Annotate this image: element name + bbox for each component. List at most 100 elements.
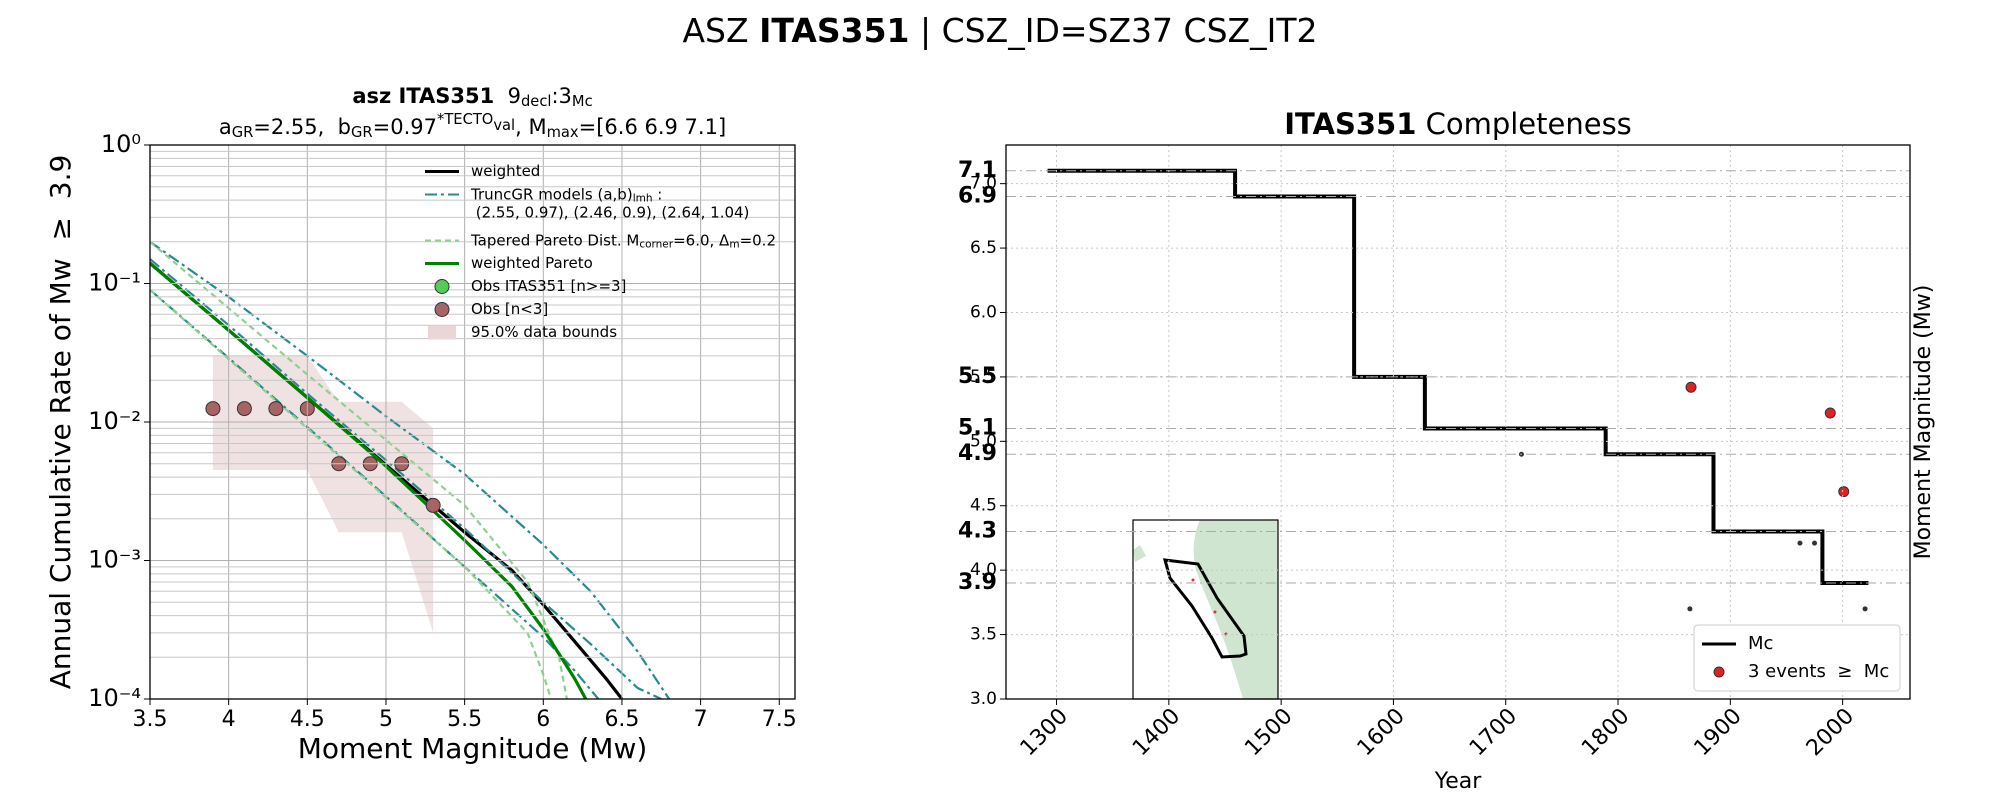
y-tick-label: 5.0 [970, 431, 997, 451]
legend: weighted TruncGR models (a,b)lmh : (2.55,… [425, 162, 776, 341]
legend-swatch [428, 325, 456, 340]
axes-frame [149, 144, 796, 700]
text-part: decl [521, 93, 552, 110]
mc-tick-label: 4.3 [958, 519, 997, 544]
x-tick-label: 7 [694, 707, 708, 732]
x-tick-label: 6 [536, 707, 550, 732]
text-part: m [729, 238, 739, 250]
legend-marker [434, 302, 450, 317]
y-tick-label: 4.5 [970, 496, 997, 516]
legend-label: weighted Pareto [471, 254, 593, 272]
text-part: , M [515, 115, 546, 139]
x-tick-label: 2000 [1802, 704, 1859, 761]
mc-tick-label: 4.9 [958, 441, 997, 466]
legend-label: TruncGR models (a,b)lmh : (2.55, 0.97), … [470, 185, 749, 221]
y-tick-label: 6.5 [970, 238, 997, 258]
data-point [236, 401, 252, 417]
legend-frame [1693, 624, 1901, 692]
y-tick-label: 10⁻³ [88, 546, 141, 574]
y-tick-label: 5.5 [970, 367, 997, 387]
text-part: ASZ [682, 11, 759, 50]
legend-label: Mc [1748, 633, 1773, 654]
text-part: : [653, 185, 663, 203]
x-tick-label: 4 [222, 707, 236, 732]
text-part: GR [351, 124, 373, 141]
x-tick-label: 1300 [1016, 704, 1073, 761]
event-dot [1862, 606, 1868, 612]
x-axis-label: Year [1434, 769, 1483, 794]
text-part: a [219, 115, 232, 139]
legend-label: Obs [n<3] [471, 300, 548, 318]
y-tick-label: 10⁻¹ [88, 269, 141, 297]
inset-zone-outline [1162, 558, 1248, 659]
x-tick-label: 3.5 [133, 707, 168, 732]
text-part: GR [232, 124, 254, 141]
chart-title: ITAS351 Completeness [1284, 107, 1632, 141]
x-tick-label: 4.5 [290, 707, 325, 732]
legend-label: 95.0% data bounds [471, 323, 617, 341]
text-part: ITAS351 [1284, 107, 1416, 141]
y-axis-label: Moment Magnitude (Mw) [1911, 285, 1936, 560]
text-part: ITAS351 [759, 11, 909, 50]
data-point [1838, 486, 1850, 498]
chart-step: 1300 1400 1500 1600 1700 1800 1900 2000 3.0 3.5 4.… [958, 107, 1936, 794]
data-point [268, 401, 284, 417]
y-tick-label: 6.0 [970, 302, 997, 322]
text-part: Completeness [1416, 107, 1631, 141]
y-tick-label: 10⁰ [101, 130, 141, 158]
y-tick-label: 10⁻⁴ [88, 684, 141, 712]
data-point [205, 401, 221, 417]
data-point [1824, 407, 1836, 419]
x-tick-label: 1600 [1353, 704, 1410, 761]
legend: Mc 3 events ≥ Mc [1693, 624, 1901, 692]
text-part: lmh [633, 192, 653, 204]
y-tick-label: 3.5 [970, 625, 997, 645]
text-part: (2.55, 0.97), (2.46, 0.9), (2.64, 1.04) [471, 203, 749, 221]
x-axis-label: Moment Magnitude (Mw) [298, 732, 648, 765]
inset-event [1213, 610, 1217, 614]
legend-marker [434, 279, 450, 294]
x-tick-label: 1700 [1465, 704, 1522, 761]
inset-event [1191, 578, 1195, 582]
text-part: asz ITAS351 [352, 84, 494, 108]
text-part: TruncGR models (a,b) [470, 185, 633, 203]
figure-title: ASZ ITAS351 | CSZ_ID=SZ37 CSZ_IT2 [682, 11, 1317, 50]
event-dot [1797, 540, 1803, 546]
text-part: Mc [572, 93, 593, 110]
legend-marker [1713, 666, 1725, 678]
legend-label: 3 events ≥ Mc [1748, 661, 1889, 682]
text-part: :3 [551, 84, 571, 108]
x-tick-label: 5 [379, 707, 393, 732]
text-part: Tapered Pareto Dist. M [470, 231, 639, 249]
inset-land [1193, 520, 1278, 699]
legend-label: weighted [471, 162, 540, 180]
x-tick-label: 1900 [1690, 704, 1747, 761]
x-tick-label: 6.5 [604, 707, 639, 732]
x-tick-label: 1800 [1577, 704, 1634, 761]
text-part: =0.2 [740, 231, 776, 249]
event-dot [1812, 540, 1818, 546]
chart-line: 3.5 4 4.5 5 5.5 6 6.5 7 7.5 10⁻⁴ 10⁻³ 10⁻² 10⁻¹ 10⁰ as… [44, 84, 797, 765]
chart-title: asz ITAS351 9decl:3Mc [352, 84, 592, 110]
legend-label: Tapered Pareto Dist. Mcorner=6.0, Δm=0.2 [470, 231, 776, 250]
y-tick-label: 3.0 [970, 689, 997, 709]
axes-frame [1005, 144, 1911, 700]
y-tick-label: 4.0 [970, 560, 997, 580]
data-point [1685, 381, 1697, 393]
curve [150, 240, 568, 699]
text-part: corner [639, 238, 673, 250]
mc-tick-label: 3.9 [958, 570, 997, 595]
inset-map [1132, 519, 1279, 700]
inset-island [1133, 545, 1146, 562]
x-tick-label: 5.5 [447, 707, 482, 732]
text-part: val [493, 117, 515, 134]
mc-tick-label: 5.5 [958, 364, 997, 389]
text-part: =0.97 [373, 115, 437, 139]
text-part: =6.0, Δ [673, 231, 730, 249]
mc-tick-label: 6.9 [958, 184, 997, 209]
x-tick-label: 7.5 [762, 707, 797, 732]
chart-subtitle: aGR=2.55, bGR=0.97*TECTOval, Mmax=[6.6 6… [219, 111, 726, 141]
mc-tick-label: 5.1 [958, 415, 997, 440]
text-part: | CSZ_ID=SZ37 CSZ_IT2 [910, 11, 1318, 50]
